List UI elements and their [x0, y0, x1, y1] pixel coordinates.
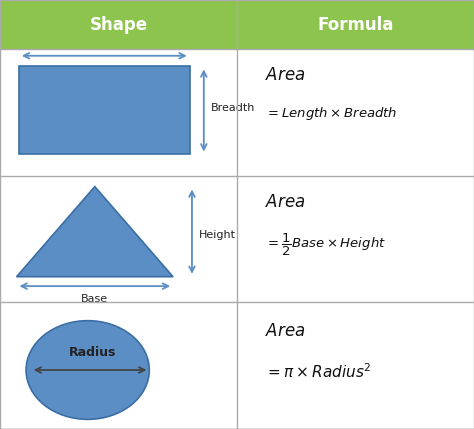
Bar [237, 0, 474, 49]
Text: Height: Height [199, 230, 236, 240]
Text: $\mathit{Area}$: $\mathit{Area}$ [265, 66, 306, 85]
Bar [19, 66, 190, 154]
Text: Shape: Shape [90, 16, 147, 33]
Text: $\mathit{Area}$: $\mathit{Area}$ [265, 322, 306, 340]
Bar [0, 0, 237, 49]
Text: $\mathit{Area}$: $\mathit{Area}$ [265, 193, 306, 211]
Text: $= \mathit{Length} \times \mathit{Breadth}$: $= \mathit{Length} \times \mathit{Breadt… [265, 105, 398, 122]
Text: Length: Length [85, 38, 124, 48]
Polygon shape [17, 187, 173, 277]
Text: Formula: Formula [317, 16, 394, 33]
Text: Radius: Radius [69, 346, 116, 359]
Text: Breadth: Breadth [211, 103, 255, 113]
Ellipse shape [26, 320, 149, 419]
Text: $= \dfrac{1}{2} \mathit{Base} \times \mathit{Height}$: $= \dfrac{1}{2} \mathit{Base} \times \ma… [265, 232, 386, 258]
Text: Base: Base [81, 294, 109, 304]
Text: $= \pi \times \mathit{Radius}^2$: $= \pi \times \mathit{Radius}^2$ [265, 363, 372, 381]
